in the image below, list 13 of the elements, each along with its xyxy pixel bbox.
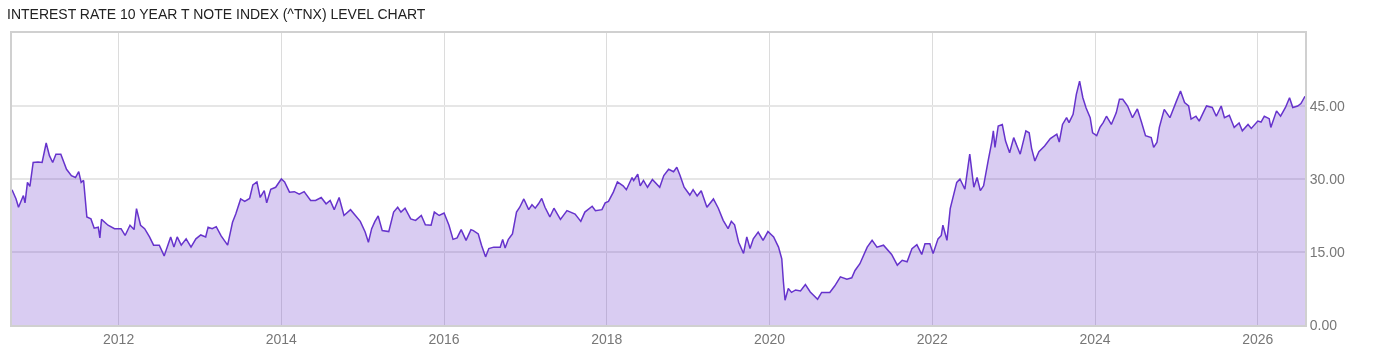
x-tick-label: 2016 [428, 330, 460, 347]
x-tick-label: 2020 [753, 330, 786, 347]
x-tick-label: 2014 [265, 330, 298, 347]
x-tick-label: 2026 [1242, 330, 1274, 347]
x-tick-label: 2012 [103, 330, 135, 347]
x-tick-label: 2024 [1079, 330, 1111, 347]
x-tick-label: 2018 [591, 330, 623, 347]
y-tick-label: 45.00 [1309, 97, 1346, 114]
y-tick-label: 0.00 [1309, 316, 1338, 333]
x-tick-label: 2022 [916, 330, 949, 347]
chart-title: INTEREST RATE 10 YEAR T NOTE INDEX (^TNX) LEVEL CHART [7, 5, 426, 22]
y-tick-label: 30.00 [1309, 170, 1346, 187]
y-tick-label: 15.00 [1309, 243, 1346, 260]
